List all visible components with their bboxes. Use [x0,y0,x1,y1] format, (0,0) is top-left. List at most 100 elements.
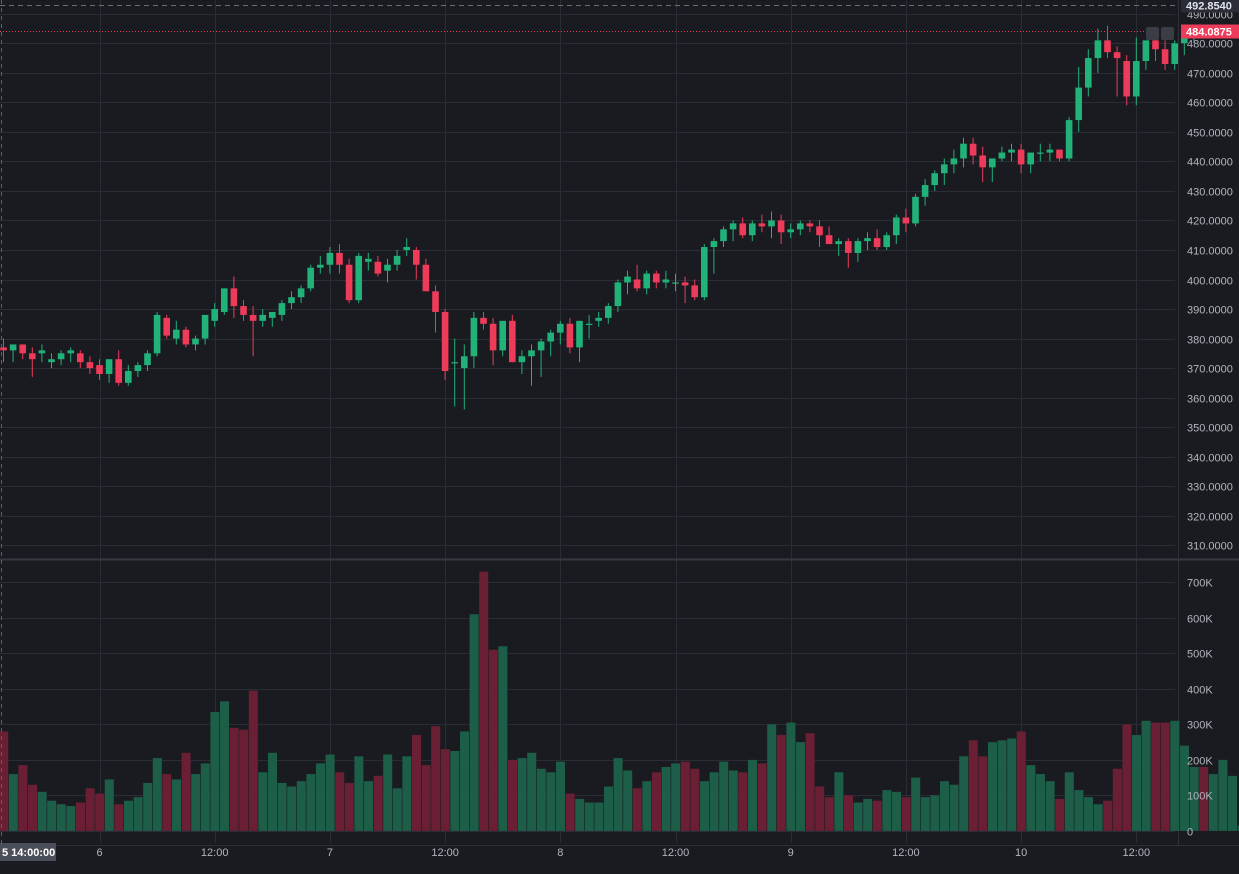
volume-bar [460,731,469,831]
x-tick-label: 12:00 [431,847,459,859]
volume-bar [95,793,105,831]
volume-bar [1122,724,1132,831]
candle-body [489,323,497,351]
candle-body [806,223,814,227]
volume-bar [623,770,633,831]
candle-body [854,241,862,253]
volume-bar [680,761,690,831]
candle-body [816,226,823,236]
volume-bar [248,690,258,831]
candle-body [528,350,535,357]
volume-bar [402,756,412,831]
volume-bar [143,782,153,831]
candle-layer [0,25,1207,410]
candle-body [758,223,766,227]
candle-body [307,267,314,289]
volume-bar [1016,731,1026,831]
volume-bar [844,795,853,831]
x-tick-label: 12:00 [201,847,229,859]
candle-body [77,353,84,363]
volume-bar [1036,774,1045,831]
volume-bar [344,782,354,831]
candle-body [115,359,122,383]
volume-bar [565,793,575,831]
candle-body [288,297,295,304]
price-tick-label: 410.0000 [1187,246,1233,258]
candle-body [797,223,804,230]
candle-body [777,220,785,233]
grid-layer [0,0,1239,845]
volume-bar [104,779,114,831]
candle-body [1075,87,1082,121]
candle-body [432,291,439,312]
candle-body [422,264,430,292]
volume-bar [767,724,777,831]
volume-bar [1093,804,1103,831]
candle-body [297,288,305,298]
volume-bar [181,752,191,831]
volume-bar [287,786,297,831]
volume-bar [114,804,124,831]
volume-bar [1218,759,1228,831]
volume-bar [383,754,393,831]
candle-body [720,229,727,242]
price-tick-label: 460.0000 [1187,98,1233,110]
volume-bar [556,761,565,831]
volume-bar [47,800,57,831]
volume-bar [632,788,642,831]
volume-bar [258,772,268,831]
volume-bar [37,791,47,831]
volume-bar [8,774,18,831]
volume-bar [76,802,85,831]
volume-bar [834,772,844,831]
candle-body [1046,149,1054,153]
candle-body [624,276,631,283]
candle-body [374,261,382,274]
candle-body [105,359,113,374]
candle-body [537,341,545,351]
volume-tick-label: 400K [1187,685,1213,697]
candle-body [211,309,218,321]
crosshair-time-tag [0,843,56,861]
volume-bar [1074,790,1084,831]
candle-body [585,323,593,325]
volume-bar [229,727,239,831]
volume-bar [56,804,66,831]
candle-body [192,338,199,345]
volume-bar [1199,766,1209,831]
volume-bar [709,772,719,831]
volume-bar [575,798,585,831]
volume-bar [200,763,210,831]
candle-body [451,362,458,364]
candle-body [1123,61,1130,97]
candle-body [614,282,622,307]
volume-bar [1103,800,1113,831]
volume-bar [1237,825,1239,831]
candle-body [48,359,55,363]
volume-bar [719,761,729,831]
candle-body [393,255,401,265]
volume-bar [652,772,661,831]
volume-bar [133,797,143,831]
candle-body [38,350,46,354]
volume-bar [488,649,498,831]
volume-bar [191,774,201,831]
candle-body [1161,49,1169,64]
volume-bar [872,800,882,831]
candle-body [864,238,871,242]
candle-body [566,323,574,348]
volume-bar [892,791,901,831]
candle-body [1094,40,1102,59]
volume-bar [642,781,652,831]
candle-body [67,350,74,354]
price-tick-label: 440.0000 [1187,157,1233,169]
candle-body [672,282,679,284]
volume-bar [1055,798,1065,831]
x-tick-label: 12:00 [1123,847,1151,859]
volume-bar [1208,774,1218,831]
candle-body [845,241,852,253]
x-tick-label: 10 [1015,847,1027,859]
candle-body [605,306,612,318]
volume-bar [517,758,527,831]
